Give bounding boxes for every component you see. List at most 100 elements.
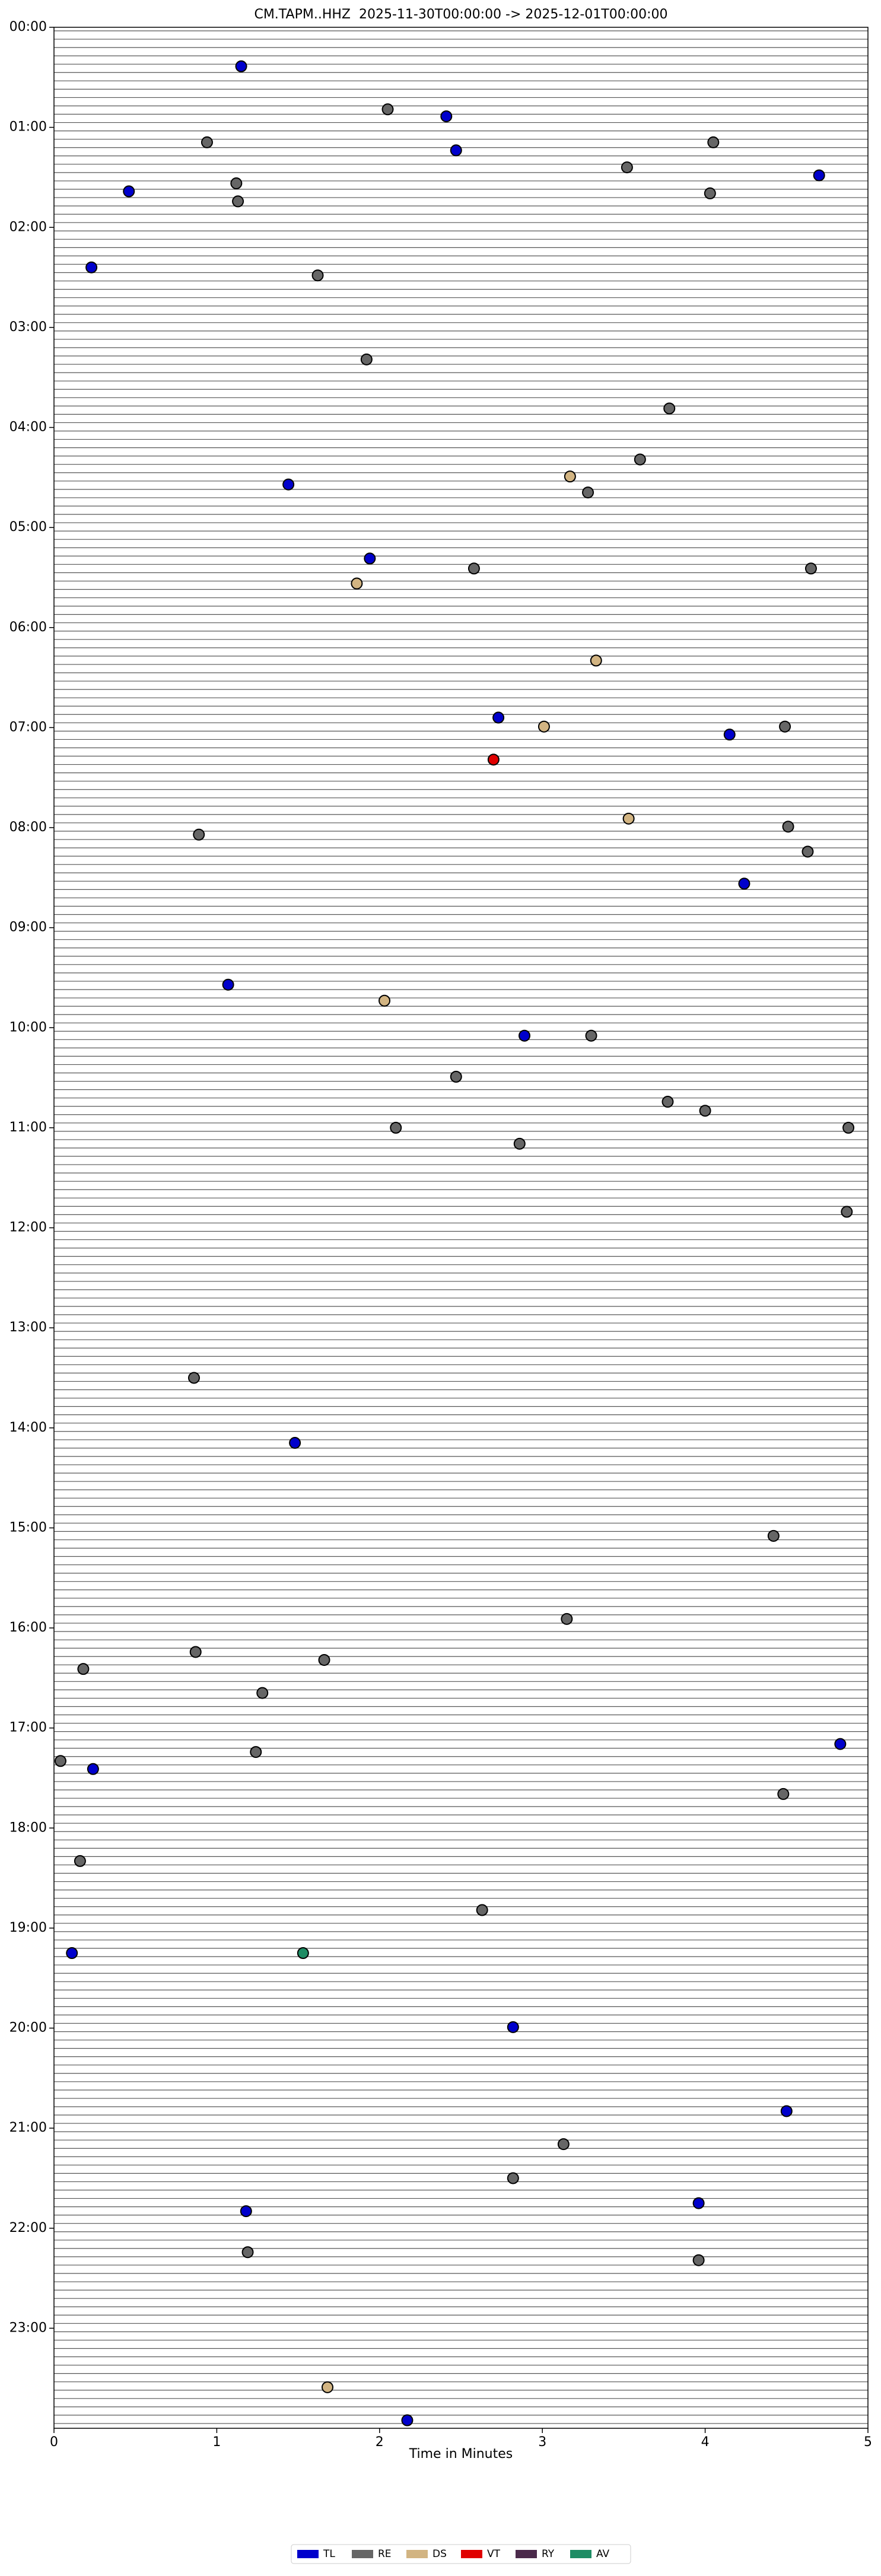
event-marker (189, 1646, 202, 1658)
y-tick-label: 00:00 (9, 20, 47, 34)
event-marker (704, 187, 716, 199)
event-marker (663, 402, 676, 415)
x-tick-label: 5 (864, 2435, 872, 2450)
event-marker (467, 562, 480, 575)
event-marker (564, 470, 576, 483)
event-marker (582, 486, 594, 499)
event-marker (230, 177, 243, 190)
event-marker (585, 1029, 597, 1042)
event-marker (201, 136, 213, 148)
legend-swatch (461, 2550, 482, 2558)
event-marker (513, 1137, 526, 1150)
legend-label: RY (542, 2548, 555, 2560)
y-tick-label: 10:00 (9, 1020, 47, 1035)
y-tick-label: 04:00 (9, 420, 47, 435)
event-marker (232, 195, 244, 208)
y-tick-label: 14:00 (9, 1420, 47, 1435)
event-marker (782, 820, 794, 833)
event-marker (401, 2414, 414, 2426)
event-marker (381, 103, 394, 116)
event-marker (311, 269, 324, 282)
event-marker (507, 2172, 519, 2184)
event-marker (813, 169, 825, 182)
event-marker (557, 2138, 570, 2151)
plot-frame (53, 27, 869, 2429)
y-tick-label: 16:00 (9, 1620, 47, 1635)
event-marker (492, 711, 505, 724)
event-marker (777, 1788, 790, 1800)
event-marker (450, 1070, 462, 1083)
event-marker (699, 1105, 711, 1117)
legend-swatch (570, 2550, 591, 2558)
event-marker (590, 654, 602, 667)
event-marker (661, 1096, 674, 1108)
event-marker (440, 110, 453, 123)
event-marker (621, 161, 633, 174)
event-marker (123, 185, 135, 198)
event-marker (321, 2381, 333, 2393)
event-marker (767, 1529, 780, 1542)
x-axis-label: Time in Minutes (409, 2447, 513, 2461)
x-tick-label: 0 (50, 2435, 58, 2450)
y-tick-label: 09:00 (9, 920, 47, 935)
legend-label: VT (487, 2548, 501, 2560)
y-tick-label: 07:00 (9, 720, 47, 734)
event-marker (476, 1904, 488, 1916)
event-marker (634, 453, 646, 466)
event-marker (841, 1206, 853, 1218)
event-marker (692, 2197, 705, 2209)
event-marker (561, 1613, 573, 1625)
y-tick-label: 21:00 (9, 2120, 47, 2135)
y-tick-label: 18:00 (9, 1820, 47, 1835)
event-marker (804, 562, 817, 575)
y-tick-label: 05:00 (9, 520, 47, 535)
chart-title: CM.TAPM..HHZ 2025-11-30T00:00:00 -> 2025… (254, 7, 667, 22)
y-tick-label: 15:00 (9, 1520, 47, 1535)
event-marker (450, 144, 462, 157)
legend-swatch (516, 2550, 537, 2558)
event-marker (351, 577, 363, 590)
y-tick-label: 06:00 (9, 620, 47, 635)
event-marker (87, 1763, 99, 1775)
event-marker (360, 353, 373, 365)
y-tick-label: 11:00 (9, 1120, 47, 1135)
event-marker (74, 1855, 86, 1867)
event-marker (297, 1947, 309, 1960)
y-tick-label: 23:00 (9, 2320, 47, 2335)
legend-label: TL (323, 2548, 335, 2560)
y-tick-label: 02:00 (9, 220, 47, 234)
y-tick-label: 08:00 (9, 820, 47, 835)
event-marker (318, 1653, 330, 1666)
event-marker (364, 552, 376, 565)
event-marker (282, 478, 295, 491)
event-marker (802, 845, 814, 858)
event-marker (240, 2205, 252, 2218)
y-tick-label: 01:00 (9, 120, 47, 135)
event-marker (289, 1437, 301, 1449)
event-marker (235, 60, 247, 72)
event-marker (537, 720, 550, 733)
event-marker (780, 2105, 793, 2117)
event-marker (187, 1372, 200, 1384)
event-marker (256, 1687, 269, 1699)
legend-swatch (406, 2550, 428, 2558)
y-tick-label: 19:00 (9, 1920, 47, 1935)
legend-label: RE (378, 2548, 392, 2560)
event-marker (250, 1746, 262, 1758)
legend-swatch (297, 2550, 319, 2558)
event-marker (707, 136, 720, 148)
y-tick-label: 03:00 (9, 320, 47, 335)
legend-label: AV (596, 2548, 610, 2560)
y-tick-label: 20:00 (9, 2021, 47, 2036)
event-marker (723, 729, 736, 741)
legend-swatch (352, 2550, 373, 2558)
event-marker (77, 1663, 90, 1675)
event-marker (487, 753, 500, 766)
event-marker (507, 2021, 519, 2033)
x-tick-label: 4 (701, 2435, 710, 2450)
event-marker (85, 261, 98, 273)
event-marker (66, 1947, 78, 1960)
x-tick-label: 3 (538, 2435, 546, 2450)
event-marker (842, 1121, 855, 1134)
